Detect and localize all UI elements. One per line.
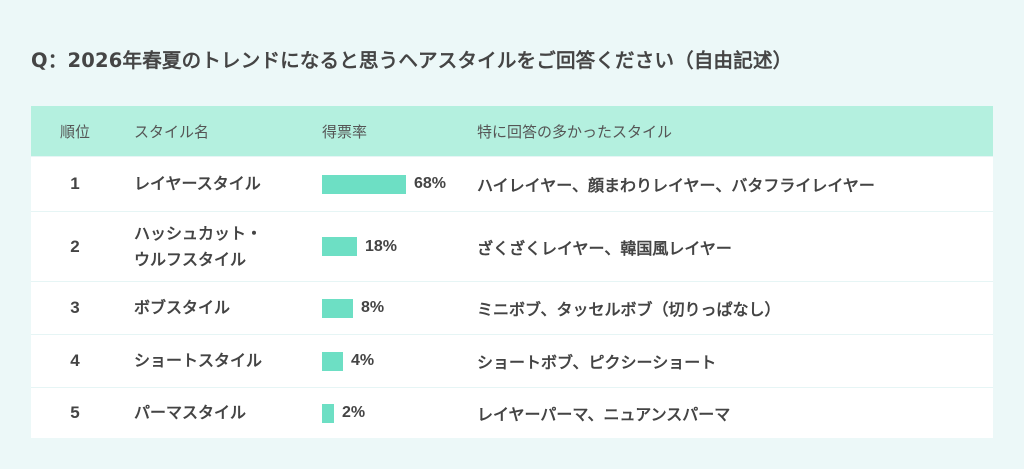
table-row: 3 ボブスタイル 8% ミニボブ、タッセルボブ（切りっぱなし） bbox=[31, 281, 993, 334]
style-name-cell: ボブスタイル bbox=[134, 298, 231, 317]
rank-cell: 1 bbox=[70, 174, 80, 193]
popular-styles-cell: ミニボブ、タッセルボブ（切りっぱなし） bbox=[477, 300, 781, 319]
header-vote-rate: 得票率 bbox=[322, 122, 368, 141]
vote-rate-value: 8% bbox=[361, 299, 385, 316]
vote-rate-value: 18% bbox=[365, 237, 398, 255]
vote-rate-value: 68% bbox=[414, 175, 447, 192]
vote-rate-value: 4% bbox=[351, 352, 375, 369]
vote-rate-cell: 4% bbox=[306, 351, 461, 371]
page-title: Q：2026年春夏のトレンドになると思うヘアスタイルをご回答ください（自由記述） bbox=[31, 49, 793, 72]
ranking-table: 順位 スタイル名 得票率 特に回答の多かったスタイル 1 レイヤースタイル 68… bbox=[31, 106, 993, 438]
popular-styles-cell: ざくざくレイヤー、韓国風レイヤー bbox=[477, 238, 732, 258]
rank-cell: 4 bbox=[70, 351, 80, 370]
table-row: 5 パーマスタイル 2% レイヤーパーマ、ニュアンスパーマ bbox=[31, 387, 993, 438]
popular-styles-cell: レイヤーパーマ、ニュアンスパーマ bbox=[477, 405, 731, 424]
rank-cell: 3 bbox=[70, 298, 80, 317]
vote-rate-cell: 68% bbox=[306, 174, 461, 194]
style-name-cell: ハッシュカット・ ウルフスタイル bbox=[119, 221, 306, 273]
vote-bar bbox=[322, 351, 343, 371]
vote-rate-value: 2% bbox=[342, 404, 366, 421]
vote-rate-cell: 2% bbox=[306, 403, 461, 423]
popular-styles-cell: ハイレイヤー、顔まわりレイヤー、バタフライレイヤー bbox=[477, 176, 875, 195]
rank-cell: 2 bbox=[70, 236, 80, 256]
vote-rate-cell: 8% bbox=[306, 298, 461, 318]
vote-bar bbox=[322, 174, 406, 194]
table-row: 2 ハッシュカット・ ウルフスタイル 18% ざくざくレイヤー、韓国風レイヤー bbox=[31, 211, 993, 281]
table-header: 順位 スタイル名 得票率 特に回答の多かったスタイル bbox=[31, 106, 993, 156]
popular-styles-cell: ショートボブ、ピクシーショート bbox=[477, 353, 717, 372]
style-name-cell: レイヤースタイル bbox=[134, 174, 261, 193]
style-name-cell: ショートスタイル bbox=[134, 351, 263, 370]
vote-bar bbox=[322, 237, 357, 256]
vote-rate-cell: 18% bbox=[306, 237, 461, 256]
header-style-name: スタイル名 bbox=[134, 122, 210, 141]
header-popular-styles: 特に回答の多かったスタイル bbox=[477, 122, 673, 141]
vote-bar bbox=[322, 403, 334, 423]
rank-cell: 5 bbox=[70, 403, 80, 422]
style-name-line: ウルフスタイル bbox=[134, 249, 247, 269]
table-row: 1 レイヤースタイル 68% ハイレイヤー、顔まわりレイヤー、バタフライレイヤー bbox=[31, 156, 993, 211]
header-rank: 順位 bbox=[59, 122, 90, 141]
vote-bar bbox=[322, 298, 353, 318]
table-row: 4 ショートスタイル 4% ショートボブ、ピクシーショート bbox=[31, 334, 993, 387]
style-name-cell: パーマスタイル bbox=[134, 403, 247, 422]
style-name-line: ハッシュカット・ bbox=[134, 223, 263, 243]
